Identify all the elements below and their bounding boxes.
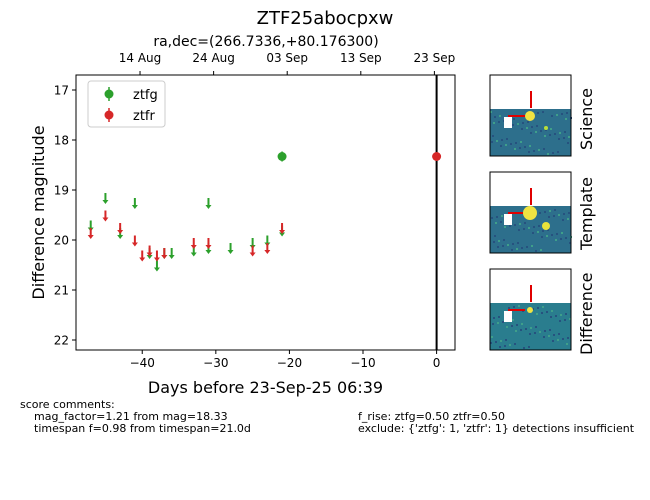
y-axis-label: Difference magnitude [29,125,48,299]
upper-limit-ztfg [205,198,212,209]
score-comment-exclude: exclude: {'ztfg': 1, 'ztfr': 1} detectio… [358,422,635,435]
top-tick-label: 14 Aug [119,51,162,65]
chart-title: ZTF25abocpxw [256,8,394,29]
plot-frame [75,74,456,351]
y-tick-label: 22 [54,334,69,348]
legend-label-ztfg: ztfg [133,88,158,103]
upper-limit-ztfr [131,235,138,247]
upper-limit-ztfg [168,248,175,259]
y-tick-label: 20 [54,234,69,248]
upper-limit-ztfr [146,245,153,257]
cutout-template [489,171,572,254]
top-tick-label: 24 Aug [192,51,235,65]
score-comments-header: score comments: [20,398,115,411]
x-tick-label: −10 [350,356,375,370]
score-comment-f-rise: f_rise: ztfg=0.50 ztfr=0.50 [358,410,505,423]
detection-ztfg [277,151,287,162]
upper-limit-ztfr [264,243,271,254]
x-tick-label: −30 [203,356,228,370]
upper-limit-ztfr [205,238,212,249]
upper-limit-ztfg [227,243,234,254]
upper-limit-ztfg [102,193,109,204]
legend: ztfg ztfr [87,80,166,128]
cutout-label-science: Science [577,87,596,150]
y-tick-label: 17 [54,84,69,98]
upper-limit-ztfr [139,250,146,262]
upper-limit-ztfr [153,250,160,262]
cutout-difference [489,268,572,351]
y-tick-label: 18 [54,134,69,148]
top-tick-label: 03 Sep [266,51,308,65]
score-comment-timespan: timespan f=0.98 from timespan=21.0d [34,422,251,435]
x-tick-label: −40 [130,356,155,370]
top-tick-label: 23 Sep [414,51,456,65]
upper-limit-ztfr [190,238,197,249]
upper-limit-ztfr [117,223,124,234]
cutout-label-template: Template [577,176,596,250]
upper-limit-ztfr [87,228,94,239]
upper-limit-ztfr [161,248,168,259]
upper-limit-ztfg [153,260,160,272]
upper-limit-ztfg [131,198,138,209]
top-tick-label: 13 Sep [340,51,382,65]
score-comment-mag-factor: mag_factor=1.21 from mag=18.33 [34,410,228,423]
legend-item-ztfr: ztfr [104,108,155,124]
cutout-science [489,74,572,157]
detection-ztfr [432,152,442,161]
cutout-label-difference: Difference [577,272,596,355]
legend-label-ztfr: ztfr [133,109,155,124]
x-tick-label: −20 [277,356,302,370]
chart-subtitle: ra,dec=(266.7336,+80.176300) [153,34,379,50]
upper-limit-ztfr [249,245,256,257]
legend-item-ztfg: ztfg [104,87,158,103]
upper-limit-ztfr [102,210,109,222]
x-axis-label: Days before 23-Sep-25 06:39 [148,378,383,397]
upper-limit-ztfr [279,223,286,234]
y-tick-label: 19 [54,184,69,198]
y-tick-label: 21 [54,284,69,298]
x-tick-label: 0 [433,356,441,370]
